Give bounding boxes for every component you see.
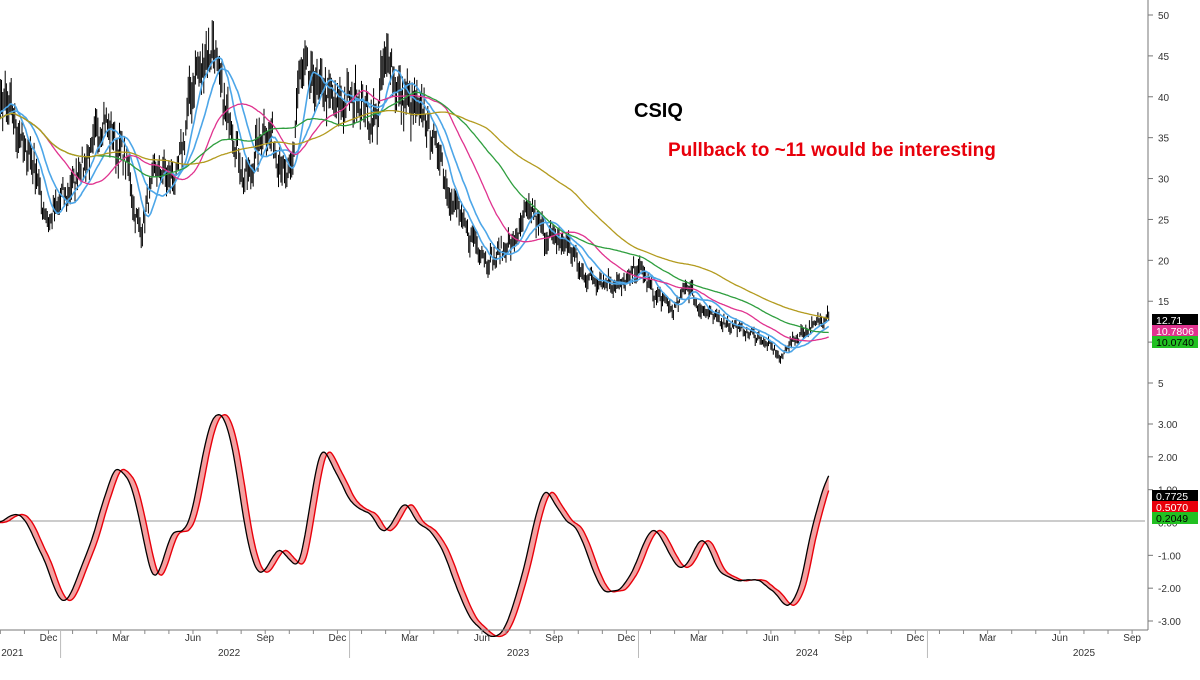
price-tick-label: 5 [1158, 379, 1164, 390]
x-month-label: Sep [545, 633, 563, 644]
right-axis: 5101520253035404550 3.002.001.00-1.00-2.… [1147, 0, 1198, 630]
price-tick-label: 15 [1158, 297, 1170, 308]
x-month-label: Jun [1052, 633, 1068, 644]
x-month-label: Mar [690, 633, 708, 644]
oscillator-tick-label: 2.00 [1158, 453, 1178, 464]
oscillator-last-label-box [1152, 501, 1198, 513]
x-month-label: Sep [256, 633, 274, 644]
oscillator-panel [0, 413, 1145, 638]
oscillator-tick-label: -1.00 [1158, 551, 1181, 562]
price-tick-label: 35 [1158, 134, 1170, 145]
price-tick-label: 20 [1158, 256, 1170, 267]
chart-annotation: Pullback to ~11 would be interesting [668, 140, 996, 161]
x-month-label: Dec [906, 633, 924, 644]
price-last-label-text: 10.0740 [1156, 337, 1194, 349]
moving-average-line-2 [0, 67, 830, 349]
x-year-label: 2024 [796, 648, 819, 659]
x-year-label: 2021 [1, 648, 24, 659]
x-year-label: 2023 [507, 648, 530, 659]
oscillator-last-label-text: 0.7725 [1156, 491, 1188, 503]
oscillator-main-line [0, 414, 830, 638]
price-last-label-box [1152, 336, 1198, 348]
price-tick-label: 50 [1158, 11, 1170, 22]
x-month-label: Jun [763, 633, 779, 644]
price-last-label-box [1152, 314, 1198, 326]
x-month-label: Jun [474, 633, 490, 644]
price-series-group [0, 20, 830, 364]
chart-title: CSIQ [634, 100, 683, 122]
x-month-label: Sep [1123, 633, 1141, 644]
price-last-label-text: 12.71 [1156, 315, 1182, 327]
x-month-label: Mar [112, 633, 130, 644]
x-month-label: Mar [401, 633, 419, 644]
oscillator-last-label-box [1152, 490, 1198, 502]
x-month-label: Mar [979, 633, 997, 644]
oscillator-last-label-box [1152, 512, 1198, 524]
moving-average-line-3 [0, 89, 829, 342]
x-month-label: Dec [40, 633, 58, 644]
oscillator-series-group [0, 413, 830, 638]
price-tick-label: 45 [1158, 52, 1170, 63]
moving-average-line-5 [0, 109, 829, 320]
x-year-label: 2025 [1073, 648, 1096, 659]
x-month-label: Dec [329, 633, 347, 644]
oscillator-tick-label: -3.00 [1158, 617, 1181, 628]
moving-average-line-4 [0, 91, 829, 334]
oscillator-signal-line [0, 413, 830, 638]
x-axis: Dec Mar Jun Sep Dec Mar Jun Sep Dec Mar Jun Sep Dec M… [0, 629, 1148, 659]
oscillator-tick-label: 3.00 [1158, 420, 1178, 431]
price-tick-label: 40 [1158, 93, 1170, 104]
x-ticks: Dec Mar Jun Sep Dec Mar Jun Sep Dec Mar Jun Sep Dec M… [0, 630, 1141, 659]
x-month-label: Sep [834, 633, 852, 644]
price-tick-label: 25 [1158, 215, 1170, 226]
price-last-label-box [1152, 325, 1198, 337]
price-panel [0, 20, 830, 364]
x-year-label: 2022 [218, 648, 241, 659]
x-month-label: Jun [185, 633, 201, 644]
oscillator-last-label-text: 0.2049 [1156, 513, 1188, 525]
price-last-label-text: 10.7806 [1156, 326, 1194, 338]
price-tick-label: 30 [1158, 175, 1170, 186]
oscillator-tick-label: -2.00 [1158, 584, 1181, 595]
oscillator-last-label-text: 0.5070 [1156, 502, 1188, 514]
x-month-label: Dec [618, 633, 636, 644]
